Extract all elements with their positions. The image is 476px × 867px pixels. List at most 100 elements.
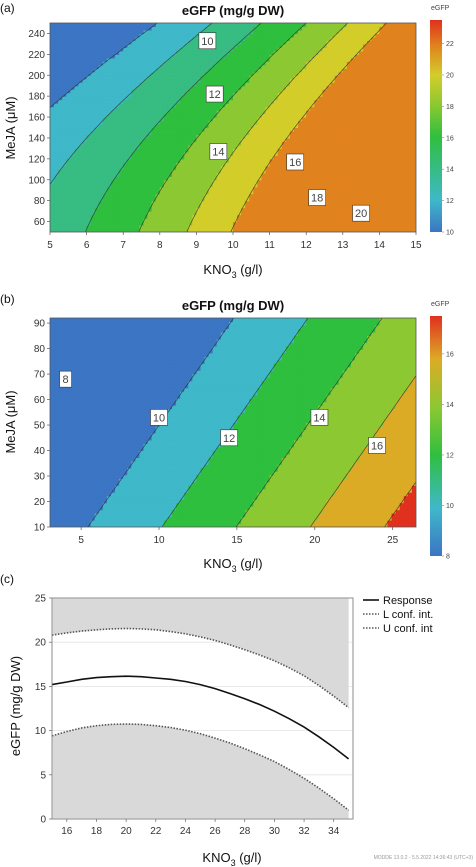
contour-band-cell: [216, 127, 222, 132]
contour-band-cell: [233, 165, 238, 170]
contour-band-cell: [216, 78, 222, 83]
contour-band-cell: [261, 29, 267, 35]
contour-band-cell: [346, 197, 352, 202]
contour-band-cell: [139, 204, 145, 209]
contour-band-cell: [172, 110, 177, 115]
contour-band-cell: [261, 141, 267, 146]
contour-band-cell: [78, 54, 84, 59]
contour-band-cell: [261, 148, 267, 153]
contour-band-cell: [330, 127, 336, 132]
contour-band-cell: [371, 193, 376, 198]
contour-band-cell: [143, 130, 149, 136]
contour-band-cell: [131, 158, 136, 163]
contour-band-cell: [147, 57, 153, 62]
contour-band-cell: [237, 165, 242, 170]
contour-band-cell: [155, 151, 161, 156]
contour-band-cell: [326, 124, 332, 129]
contour-band-cell: [338, 162, 344, 167]
contour-band-cell: [94, 193, 100, 198]
contour-band-cell: [106, 99, 112, 104]
contour-band-cell: [318, 134, 324, 139]
contour-band-cell: [359, 43, 364, 48]
contour-band-cell: [208, 169, 214, 174]
contour-band-cell: [188, 225, 193, 230]
contour-band-cell: [155, 40, 161, 45]
contour-band-cell: [245, 200, 250, 205]
contour-band-cell: [176, 155, 181, 160]
contour-band-cell: [277, 200, 283, 205]
contour-band-cell: [102, 225, 108, 230]
contour-band-cell: [143, 54, 149, 59]
contour-band-cell: [322, 218, 328, 223]
contour-band-cell: [123, 228, 128, 232]
contour-band-cell: [50, 162, 55, 167]
contour-band-cell: [326, 155, 332, 160]
contour-band-cell: [54, 85, 59, 90]
contour-band-cell: [367, 144, 372, 149]
contour-band-cell: [298, 78, 303, 83]
contour-band-cell: [90, 47, 96, 52]
contour-band-cell: [200, 221, 206, 226]
contour-band-cell: [379, 197, 385, 202]
contour-band-cell: [86, 151, 92, 156]
contour-band-cell: [192, 172, 197, 177]
contour-band-cell: [204, 75, 210, 80]
contour-band-cell: [70, 190, 75, 195]
contour-band-cell: [273, 47, 279, 52]
contour-band-cell: [184, 148, 189, 153]
contour-band-cell: [346, 137, 352, 143]
contour-band-cell: [196, 200, 202, 205]
contour-band-cell: [322, 54, 328, 59]
contour-band-cell: [383, 99, 389, 104]
contour-band-cell: [314, 75, 319, 80]
contour-band-cell: [208, 71, 214, 76]
contour-band-cell: [253, 225, 258, 230]
contour-band-cell: [90, 127, 96, 132]
contour-band-cell: [172, 228, 177, 232]
contour-band-cell: [135, 103, 141, 108]
contour-band-cell: [289, 110, 295, 115]
contour-band-cell: [123, 193, 128, 198]
contour-band-cell: [334, 130, 340, 136]
contour-band-cell: [355, 64, 360, 69]
contour-band-cell: [70, 218, 75, 223]
contour-band-cell: [249, 221, 254, 226]
contour-band-cell: [233, 172, 238, 177]
contour-band-cell: [180, 78, 185, 83]
contour-band-cell: [167, 106, 173, 111]
contour-band-cell: [135, 43, 141, 48]
contour-band-cell: [371, 36, 376, 42]
contour-band-cell: [383, 92, 389, 97]
contour-band-cell: [285, 137, 291, 143]
contour-band-cell: [241, 221, 246, 226]
contour-band-cell: [306, 96, 311, 101]
contour-band-cell: [265, 186, 271, 191]
contour-band-cell: [302, 228, 307, 232]
contour-band-cell: [82, 151, 88, 156]
contour-band-cell: [350, 43, 356, 48]
contour-band-cell: [135, 47, 141, 52]
contour-band-cell: [281, 144, 287, 149]
contour-band-cell: [159, 165, 165, 170]
contour-band-cell: [261, 50, 267, 55]
contour-band-cell: [281, 165, 287, 170]
contour-band-cell: [261, 172, 267, 177]
contour-band-cell: [147, 103, 153, 108]
contour-band-cell: [346, 103, 352, 108]
contour-band-cell: [326, 54, 332, 59]
contour-band-cell: [220, 33, 226, 38]
contour-band-cell: [167, 47, 173, 52]
contour-band-cell: [318, 75, 324, 80]
contour-band-cell: [273, 225, 279, 230]
contour-band-cell: [58, 130, 63, 136]
contour-band-cell: [249, 155, 254, 160]
contour-band-cell: [50, 89, 55, 94]
contour-band-cell: [54, 43, 59, 48]
contour-band-cell: [342, 158, 348, 163]
contour-band-cell: [196, 155, 202, 160]
contour-band-cell: [346, 40, 352, 45]
contour-band-cell: [139, 172, 145, 177]
contour-band-cell: [204, 78, 210, 83]
contour-band-cell: [90, 172, 96, 177]
contour-band-cell: [200, 144, 206, 149]
